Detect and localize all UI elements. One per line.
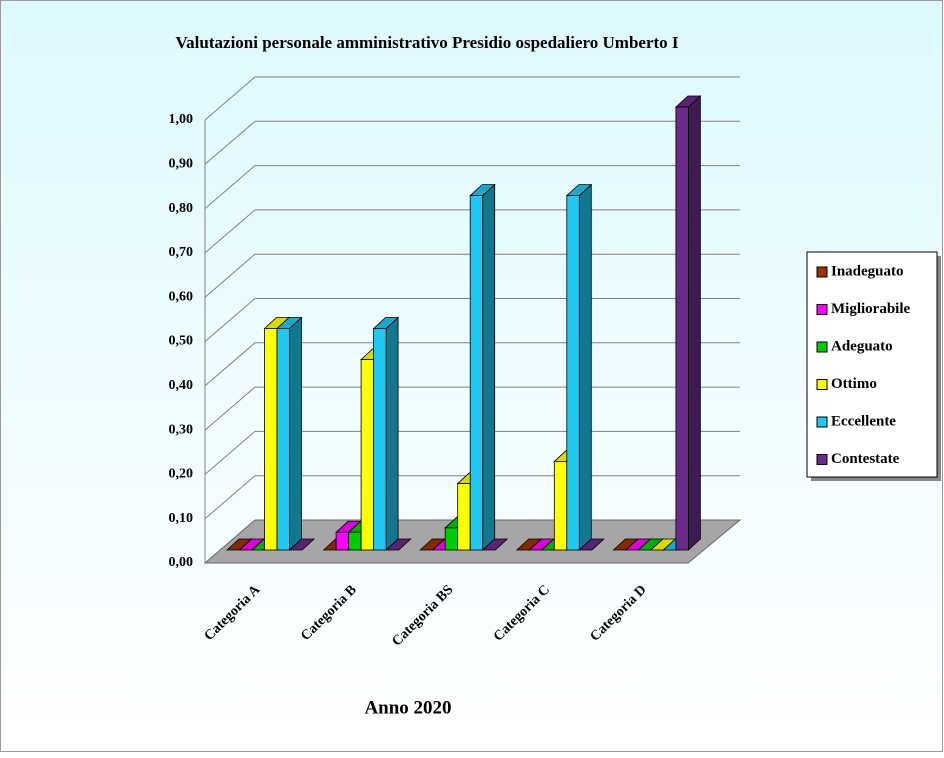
bar <box>348 531 362 551</box>
legend-swatch <box>816 454 828 465</box>
legend-swatch <box>816 416 828 428</box>
bar-side <box>482 183 496 551</box>
bar <box>276 328 290 551</box>
legend-label: Inadeguato <box>831 263 904 279</box>
y-tick-label: 0,90 <box>169 157 194 172</box>
y-tick-label: 0,10 <box>169 511 194 526</box>
bar-side <box>688 95 701 551</box>
grid-line <box>204 76 740 121</box>
bar <box>335 531 350 551</box>
y-tick-label: 0,40 <box>169 378 194 393</box>
bar <box>675 106 689 551</box>
bar <box>360 359 375 551</box>
legend-label: Migliorabile <box>831 301 910 317</box>
bar <box>469 195 484 551</box>
y-tick-label: 0,50 <box>169 334 194 349</box>
bar <box>444 527 459 551</box>
bar <box>373 328 387 551</box>
grid-line <box>204 120 740 165</box>
chart-title: Valutazioni personale amministrativo Pre… <box>175 33 678 52</box>
legend-label: Ottimo <box>831 376 877 392</box>
bar <box>264 328 278 551</box>
bar-top <box>481 538 509 551</box>
bar-top <box>385 538 412 551</box>
x-axis-title: Anno 2020 <box>364 697 451 718</box>
bar-top <box>288 538 316 551</box>
y-tick-label: 0,80 <box>169 201 194 216</box>
bar <box>566 195 580 551</box>
y-tick-label: 0,70 <box>169 245 194 260</box>
bar <box>553 460 568 551</box>
bar-side <box>289 316 302 551</box>
y-tick-label: 0,30 <box>169 422 194 437</box>
grid-line <box>204 165 740 209</box>
legend-label: Adeguato <box>831 338 893 354</box>
bar-side <box>385 316 399 551</box>
bar <box>457 483 471 551</box>
legend-label: Contestate <box>831 451 900 467</box>
legend-box <box>806 251 938 478</box>
legend-swatch <box>816 266 828 278</box>
y-tick-label: 1,00 <box>169 112 194 127</box>
y-tick-label: 0,60 <box>169 289 194 304</box>
bar-top <box>578 538 605 551</box>
y-tick-label: 0,20 <box>169 467 194 482</box>
legend-swatch <box>816 304 828 315</box>
legend-swatch <box>816 379 828 390</box>
legend-swatch <box>816 341 828 353</box>
y-tick-label: 0,00 <box>169 555 194 570</box>
legend-label: Eccellente <box>831 413 896 429</box>
bar-side <box>578 183 592 551</box>
